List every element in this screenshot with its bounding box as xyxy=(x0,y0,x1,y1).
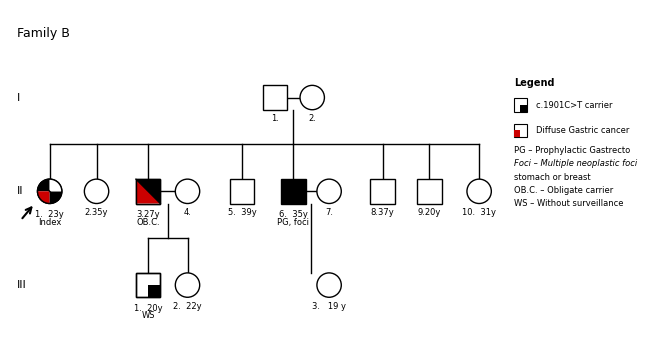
Circle shape xyxy=(84,179,109,203)
Text: Diffuse Gastric cancer: Diffuse Gastric cancer xyxy=(536,126,629,135)
Circle shape xyxy=(175,273,200,297)
Text: Legend: Legend xyxy=(514,78,555,88)
Text: 6.  35y: 6. 35y xyxy=(279,210,308,219)
Bar xyxy=(136,179,160,203)
Text: I: I xyxy=(17,93,20,102)
Polygon shape xyxy=(136,179,160,203)
Text: PG, foci: PG, foci xyxy=(277,218,309,227)
Circle shape xyxy=(175,179,200,203)
Text: PG – Prophylactic Gastrecto: PG – Prophylactic Gastrecto xyxy=(514,146,630,155)
Bar xyxy=(281,179,306,203)
Text: 3.27y: 3.27y xyxy=(136,210,160,219)
Text: 8.37y: 8.37y xyxy=(371,208,394,217)
Text: 1.: 1. xyxy=(271,114,279,123)
Text: 7.: 7. xyxy=(325,208,333,217)
Text: WS: WS xyxy=(141,311,155,320)
Bar xyxy=(417,179,442,203)
Wedge shape xyxy=(37,179,50,191)
Wedge shape xyxy=(37,191,50,203)
Bar xyxy=(136,179,160,203)
Bar xyxy=(371,179,395,203)
Wedge shape xyxy=(50,191,62,203)
Polygon shape xyxy=(136,179,160,203)
Text: II: II xyxy=(17,186,24,196)
Bar xyxy=(514,130,520,137)
Circle shape xyxy=(37,179,62,203)
Text: 1.  20y: 1. 20y xyxy=(134,304,162,313)
Bar xyxy=(520,105,527,111)
Text: Foci – Multiple neoplastic foci: Foci – Multiple neoplastic foci xyxy=(514,159,637,168)
Bar xyxy=(230,179,254,203)
Circle shape xyxy=(317,273,341,297)
Text: III: III xyxy=(17,280,26,290)
Wedge shape xyxy=(50,179,62,191)
Text: 1.  23y: 1. 23y xyxy=(35,210,64,219)
Text: 5.  39y: 5. 39y xyxy=(227,208,256,217)
Text: c.1901C>T carrier: c.1901C>T carrier xyxy=(536,101,613,110)
Circle shape xyxy=(467,179,491,203)
Bar xyxy=(514,124,527,137)
Text: 9.20y: 9.20y xyxy=(418,208,441,217)
Text: 2.35y: 2.35y xyxy=(85,208,108,217)
Text: WS – Without surveillance: WS – Without surveillance xyxy=(514,199,623,208)
Text: Index: Index xyxy=(38,218,61,227)
Text: stomach or breast: stomach or breast xyxy=(514,173,591,182)
Text: 4.: 4. xyxy=(183,208,191,217)
Bar xyxy=(136,273,160,297)
Bar xyxy=(136,273,160,297)
Bar xyxy=(148,285,160,297)
Text: Family B: Family B xyxy=(17,27,70,40)
Text: 2.  22y: 2. 22y xyxy=(173,302,202,311)
Text: 3.   19 y: 3. 19 y xyxy=(312,302,346,311)
Circle shape xyxy=(317,179,341,203)
Text: OB.C.: OB.C. xyxy=(136,218,160,227)
Text: 10.  31y: 10. 31y xyxy=(462,208,496,217)
Circle shape xyxy=(300,85,325,110)
Bar xyxy=(514,98,527,111)
Text: OB.C. – Obligate carrier: OB.C. – Obligate carrier xyxy=(514,186,613,195)
Bar xyxy=(263,85,287,110)
Text: 2.: 2. xyxy=(308,114,316,123)
